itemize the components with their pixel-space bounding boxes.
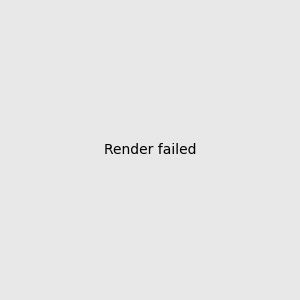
Text: Render failed: Render failed bbox=[104, 143, 196, 157]
